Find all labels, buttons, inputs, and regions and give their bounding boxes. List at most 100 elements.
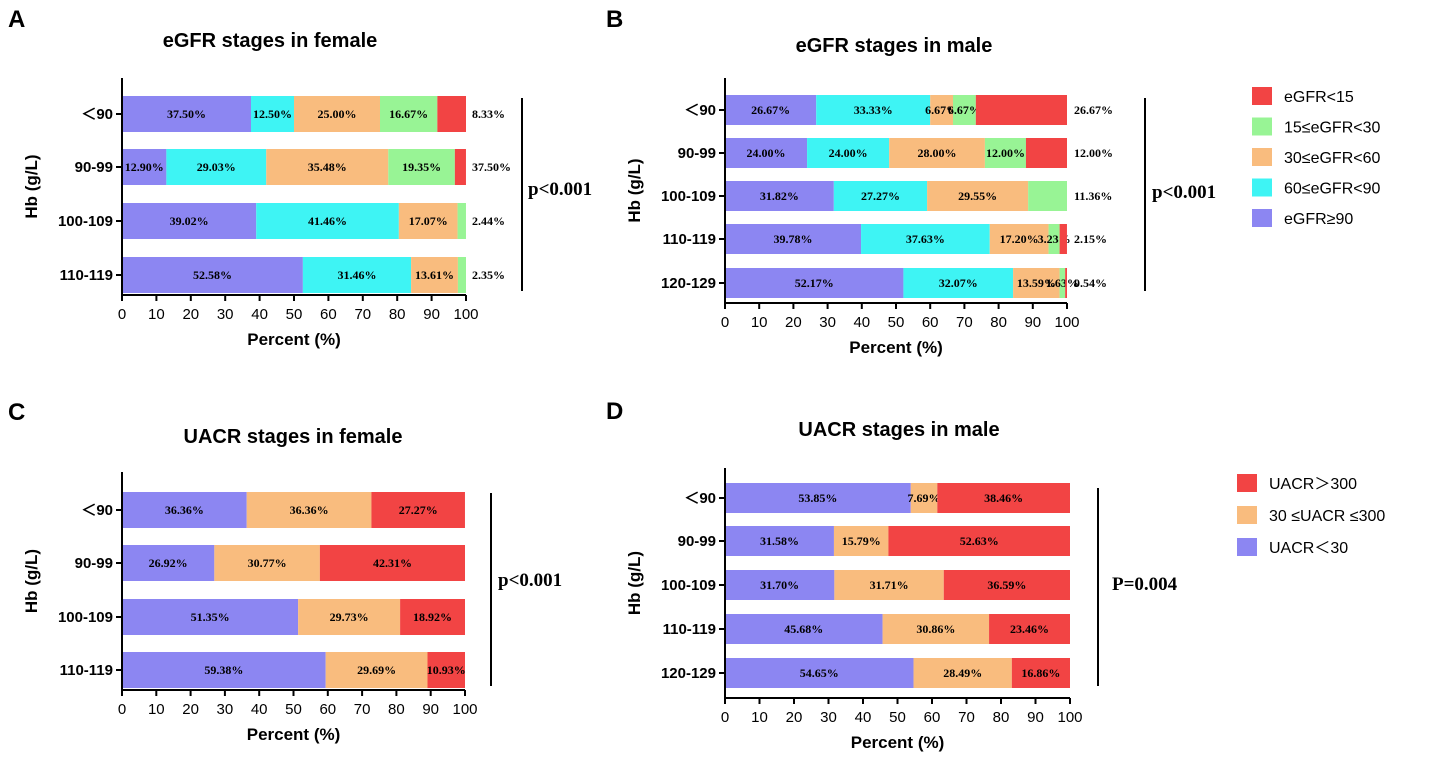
bar-row: 12.90% 29.03% 35.48% 19.35% 37.50% xyxy=(122,149,511,185)
bar-segment xyxy=(122,203,257,239)
data-label: 24.00% xyxy=(747,146,786,160)
legend-label: 60≤eGFR<90 xyxy=(1284,181,1380,198)
bar-segment xyxy=(725,658,914,688)
bar-row: 24.00% 24.00% 28.00% 12.00% 12.00% xyxy=(725,138,1113,168)
x-tick-label: 90 xyxy=(1024,314,1041,331)
x-tick-label: 50 xyxy=(889,709,906,726)
bar-segment xyxy=(725,614,883,644)
data-label: 29.69% xyxy=(357,663,396,677)
data-label: 12.00% xyxy=(986,146,1025,160)
legend-label: UACR＞300 xyxy=(1269,476,1357,493)
x-tick-label: 10 xyxy=(148,701,165,718)
p-value: p<0.001 xyxy=(498,570,562,591)
outside-label: 2.44% xyxy=(472,214,505,228)
data-label: 15.79% xyxy=(842,534,881,548)
x-axis-title: Percent (%) xyxy=(247,330,341,349)
x-tick-label: 20 xyxy=(182,701,199,718)
legend-swatch xyxy=(1252,209,1272,227)
panel-letter: C xyxy=(8,399,25,426)
panel-letter: D xyxy=(606,398,623,425)
bar-segment xyxy=(1028,181,1067,211)
bar-segment xyxy=(725,483,911,513)
bar-segment xyxy=(166,149,267,185)
x-tick-label: 0 xyxy=(118,701,126,718)
data-label: 45.68% xyxy=(784,622,823,636)
data-label: 31.82% xyxy=(760,189,799,203)
y-tick-label: ＜90 xyxy=(684,102,716,119)
data-label: 16.86% xyxy=(1021,666,1060,680)
bar-row: 52.17% 32.07% 13.59%1.63%0.54% xyxy=(725,268,1107,298)
bar-row: 31.82% 27.27% 29.55% 11.36% xyxy=(725,181,1112,211)
data-label: 52.63% xyxy=(960,534,999,548)
y-tick-label: 100-109 xyxy=(58,213,113,230)
legend-label: 15≤eGFR<30 xyxy=(1284,120,1380,137)
data-label: 29.55% xyxy=(958,189,997,203)
outside-label: 11.36% xyxy=(1074,189,1112,203)
x-tick-label: 50 xyxy=(888,314,905,331)
bar-segment xyxy=(888,526,1070,556)
data-label: 32.07% xyxy=(939,276,978,290)
y-axis-title: Hb (g/L) xyxy=(625,158,644,222)
data-label: 35.48% xyxy=(308,160,347,174)
x-tick-label: 50 xyxy=(285,701,302,718)
bar-row: 51.35% 29.73% 18.92% xyxy=(122,599,465,635)
chart-title: eGFR stages in female xyxy=(163,30,378,52)
x-tick-label: 80 xyxy=(389,306,406,323)
x-tick-label: 60 xyxy=(924,709,941,726)
bar-segment xyxy=(725,138,808,168)
bar-segment xyxy=(725,570,835,600)
x-tick-label: 80 xyxy=(388,701,405,718)
data-label: 37.63% xyxy=(906,232,945,246)
bar-segment xyxy=(834,570,944,600)
bar-segment xyxy=(457,203,466,239)
x-tick-label: 20 xyxy=(786,709,803,726)
y-tick-label: 120-129 xyxy=(661,665,716,682)
data-label: 42.31% xyxy=(373,556,412,570)
data-label: 12.90% xyxy=(125,160,164,174)
y-tick-label: 120-129 xyxy=(661,275,716,292)
y-tick-label: 100-109 xyxy=(661,188,716,205)
data-label: 26.67% xyxy=(751,103,790,117)
bar-row: 31.70% 31.71% 36.59% xyxy=(725,570,1070,600)
data-label: 23.46% xyxy=(1010,622,1049,636)
outside-label: 12.00% xyxy=(1074,146,1113,160)
y-tick-label: 100-109 xyxy=(661,577,716,594)
data-label: 39.02% xyxy=(170,214,209,228)
bar-segment xyxy=(122,545,215,581)
data-label: 16.67% xyxy=(389,107,428,121)
y-axis-title: Hb (g/L) xyxy=(625,551,644,615)
bar-row: 59.38% 29.69% 10.93% xyxy=(122,652,466,688)
outside-label: 8.33% xyxy=(472,107,505,121)
bar-segment xyxy=(454,149,466,185)
bar-segment xyxy=(903,268,1014,298)
x-tick-label: 90 xyxy=(422,701,439,718)
bar-segment xyxy=(325,652,428,688)
x-tick-label: 80 xyxy=(990,314,1007,331)
legend-label: eGFR<15 xyxy=(1284,89,1354,106)
bar-segment xyxy=(975,95,1067,125)
x-tick-label: 100 xyxy=(1054,314,1079,331)
bar-segment xyxy=(889,138,985,168)
bar-row: 26.92% 30.77% 42.31% xyxy=(122,545,465,581)
data-label: 6.67% xyxy=(948,103,981,117)
bar-segment xyxy=(833,181,928,211)
chart-title: eGFR stages in male xyxy=(796,35,993,57)
x-axis-title: Percent (%) xyxy=(849,338,943,357)
data-label: 28.49% xyxy=(943,666,982,680)
bar-segment xyxy=(861,224,990,254)
data-label: 31.71% xyxy=(870,578,909,592)
x-tick-label: 30 xyxy=(217,306,234,323)
bar-segment xyxy=(294,96,380,132)
bar-segment xyxy=(913,658,1012,688)
x-tick-label: 20 xyxy=(785,314,802,331)
y-tick-label: 110-119 xyxy=(60,662,113,679)
bar-segment xyxy=(725,526,834,556)
bar-segment xyxy=(725,224,862,254)
x-tick-label: 10 xyxy=(751,709,768,726)
x-tick-label: 60 xyxy=(320,306,337,323)
x-tick-label: 40 xyxy=(251,306,268,323)
x-tick-label: 60 xyxy=(922,314,939,331)
